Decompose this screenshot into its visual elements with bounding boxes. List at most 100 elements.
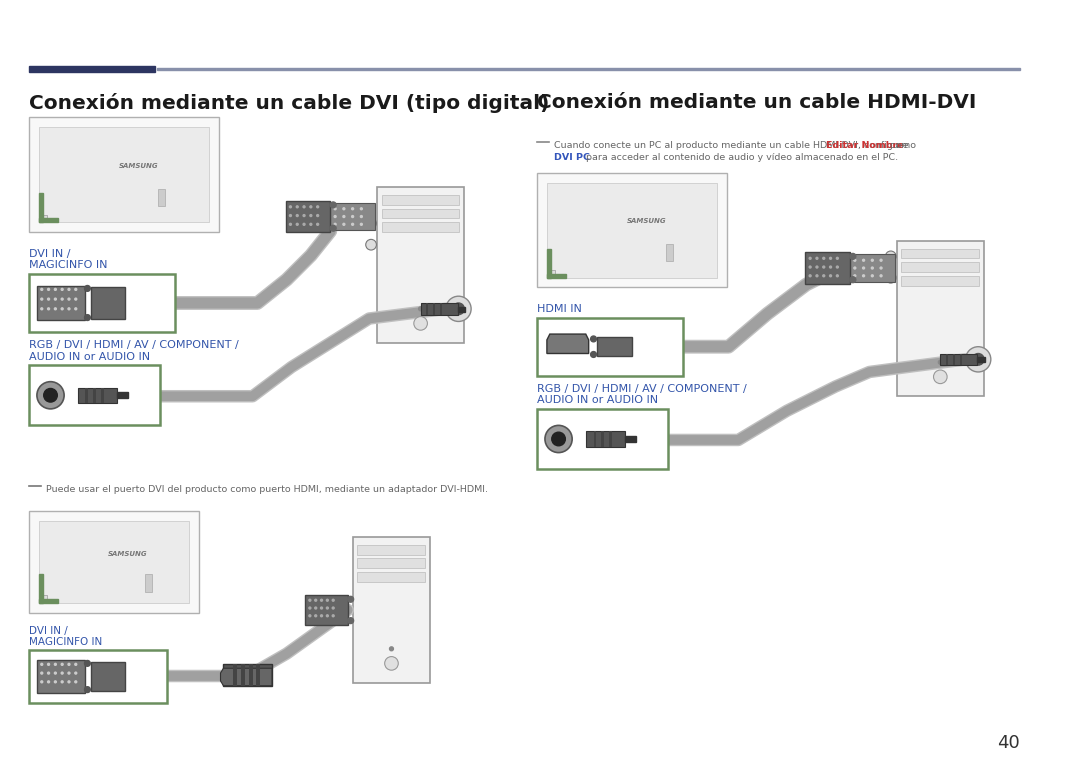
Circle shape <box>591 352 596 357</box>
Bar <box>381 222 459 232</box>
Text: SAMSUNG: SAMSUNG <box>119 163 159 169</box>
Circle shape <box>48 663 50 665</box>
Circle shape <box>591 336 596 342</box>
Bar <box>330 203 375 230</box>
Bar <box>29 66 156 72</box>
Circle shape <box>41 288 43 291</box>
Circle shape <box>854 267 855 269</box>
Bar <box>93 388 96 403</box>
Circle shape <box>289 224 292 225</box>
Circle shape <box>446 296 471 321</box>
Circle shape <box>972 353 984 365</box>
Circle shape <box>326 607 328 609</box>
Bar <box>977 357 985 362</box>
Bar <box>39 214 46 222</box>
Text: RGB / DVI / HDMI / AV / COMPONENT /: RGB / DVI / HDMI / AV / COMPONENT / <box>537 384 747 394</box>
Circle shape <box>296 224 298 225</box>
Circle shape <box>333 599 334 601</box>
Circle shape <box>310 224 312 225</box>
Bar <box>39 218 58 222</box>
Circle shape <box>823 266 825 268</box>
Bar <box>37 661 85 693</box>
Bar <box>39 599 58 604</box>
Circle shape <box>453 303 464 314</box>
Text: Puede usar el puerto DVI del producto como puerto HDMI, mediante un adaptador DV: Puede usar el puerto DVI del producto co… <box>45 485 488 494</box>
Circle shape <box>343 208 345 210</box>
Circle shape <box>872 275 874 277</box>
Circle shape <box>303 224 305 225</box>
Circle shape <box>880 275 882 277</box>
Text: Conexión mediante un cable HDMI-DVI: Conexión mediante un cable HDMI-DVI <box>537 93 976 112</box>
Circle shape <box>823 257 825 259</box>
Circle shape <box>850 277 855 282</box>
Bar <box>233 665 237 686</box>
Circle shape <box>809 275 811 277</box>
Circle shape <box>41 681 43 683</box>
Circle shape <box>84 314 91 320</box>
Circle shape <box>863 259 865 261</box>
Bar <box>29 511 199 613</box>
Circle shape <box>326 599 328 601</box>
Circle shape <box>863 275 865 277</box>
Bar <box>158 188 165 206</box>
Text: como: como <box>887 140 916 150</box>
Bar <box>92 288 125 318</box>
Bar <box>39 520 189 604</box>
Circle shape <box>48 288 50 291</box>
Bar <box>953 353 955 365</box>
Circle shape <box>348 618 353 623</box>
Bar <box>381 209 459 218</box>
Circle shape <box>545 426 572 452</box>
Circle shape <box>816 275 818 277</box>
Bar <box>537 409 669 469</box>
Bar <box>960 353 961 365</box>
Circle shape <box>314 607 316 609</box>
Bar <box>377 188 464 343</box>
Bar <box>39 193 43 222</box>
Circle shape <box>75 681 77 683</box>
Circle shape <box>850 253 855 259</box>
Circle shape <box>829 266 832 268</box>
Circle shape <box>343 224 345 225</box>
Circle shape <box>48 681 50 683</box>
Circle shape <box>84 687 91 693</box>
Circle shape <box>48 672 50 674</box>
Circle shape <box>334 208 336 210</box>
Circle shape <box>809 257 811 259</box>
Circle shape <box>43 388 57 402</box>
Bar <box>433 303 435 314</box>
Bar <box>850 254 894 282</box>
Bar <box>537 317 683 376</box>
Circle shape <box>54 288 56 291</box>
Circle shape <box>352 224 353 225</box>
Circle shape <box>54 672 56 674</box>
Circle shape <box>316 224 319 225</box>
Circle shape <box>68 307 70 310</box>
Bar <box>85 388 89 403</box>
Circle shape <box>48 307 50 310</box>
Circle shape <box>289 206 292 208</box>
Bar <box>39 127 208 222</box>
Circle shape <box>62 298 63 300</box>
Circle shape <box>854 259 855 261</box>
Text: Editar Nombre: Editar Nombre <box>826 140 903 150</box>
Circle shape <box>296 214 298 217</box>
Circle shape <box>343 216 345 217</box>
Text: 40: 40 <box>997 734 1020 752</box>
Bar <box>357 572 426 581</box>
Circle shape <box>552 432 565 446</box>
Circle shape <box>361 208 362 210</box>
Bar <box>806 253 850 284</box>
Circle shape <box>366 218 377 229</box>
Bar <box>609 431 612 447</box>
Circle shape <box>361 224 362 225</box>
Circle shape <box>309 599 311 601</box>
Bar <box>39 574 43 604</box>
Circle shape <box>75 307 77 310</box>
Bar <box>29 650 167 703</box>
Text: MAGICINFO IN: MAGICINFO IN <box>29 637 103 647</box>
Circle shape <box>352 208 353 210</box>
Bar <box>585 431 624 447</box>
Circle shape <box>48 298 50 300</box>
Bar <box>941 353 977 365</box>
